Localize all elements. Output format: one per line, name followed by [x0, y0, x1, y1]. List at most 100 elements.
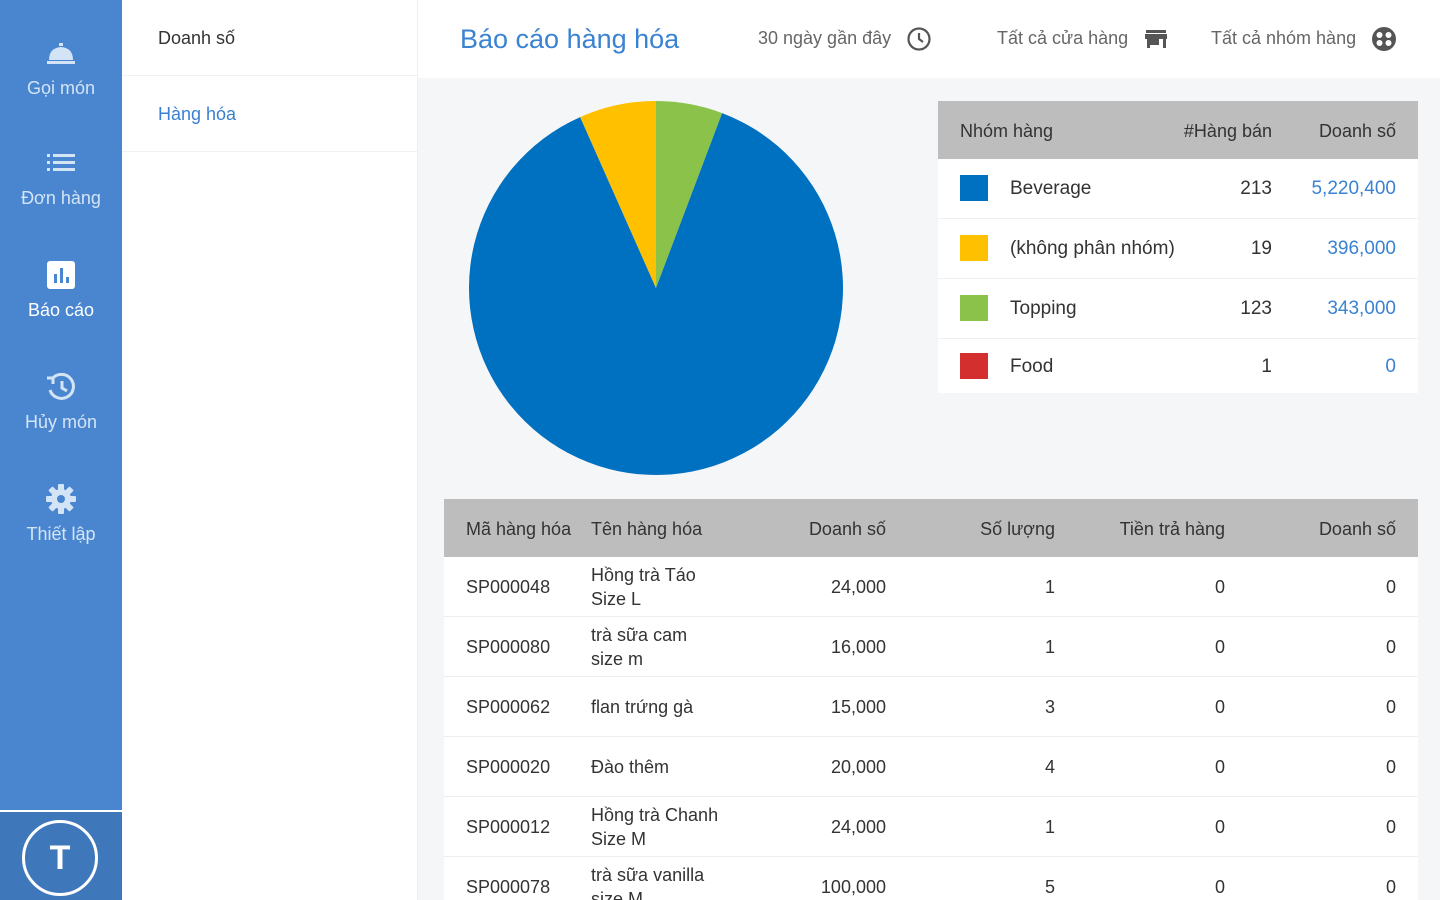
table-row[interactable]: SP000062 flan trứng gà 15,000 3 0 0	[444, 677, 1418, 737]
category-summary-table: Nhóm hàng #Hàng bán Doanh số Beverage 21…	[938, 101, 1418, 393]
group-qty: 1	[1261, 356, 1272, 377]
product-name-line: Đào thêm	[591, 757, 670, 777]
product-name: Hồng trà Chanh Size M	[591, 803, 751, 851]
group-revenue-link[interactable]: 0	[1385, 356, 1396, 377]
filter-label: Tất cả nhóm hàng	[1211, 27, 1357, 48]
table-row[interactable]: SP000012 Hồng trà Chanh Size M 24,000 1 …	[444, 797, 1418, 857]
nav-label: Báo cáo	[27, 300, 95, 320]
product-name-line: Hồng trà Táo	[591, 565, 696, 585]
table-row[interactable]: SP000080 trà sữa cam size m 16,000 1 0 0	[444, 617, 1418, 677]
page-title: Báo cáo hàng hóa	[460, 24, 680, 54]
table-row[interactable]: SP000078 trà sữa vanilla size M 100,000 …	[444, 857, 1418, 900]
product-revenue: 0	[1385, 817, 1396, 837]
bell-icon	[47, 43, 75, 64]
group-qty: 123	[1240, 298, 1272, 319]
category-filter[interactable]: Tất cả nhóm hàng	[1211, 26, 1397, 52]
group-name: Topping	[1010, 298, 1077, 319]
table-row[interactable]: SP000020 Đào thêm 20,000 4 0 0	[444, 737, 1418, 797]
summary-row-food: Food 1 0	[938, 339, 1418, 393]
store-icon	[1145, 30, 1168, 48]
product-code: SP000012	[466, 817, 551, 837]
store-filter[interactable]: Tất cả cửa hàng	[997, 26, 1169, 52]
nav-item-thiet-lap[interactable]: Thiết lập	[0, 482, 122, 582]
list-icon	[47, 154, 75, 171]
product-qty: 5	[1044, 877, 1055, 897]
product-returns: 0	[1214, 817, 1225, 837]
product-revenue: 0	[1385, 697, 1396, 717]
summary-row-ungrouped: (không phân nhóm) 19 396,000	[938, 219, 1418, 279]
date-range-filter[interactable]: 30 ngày gần đây	[758, 26, 932, 52]
nav-item-bao-cao[interactable]: Báo cáo	[0, 258, 122, 358]
product-sales: 16,000	[830, 637, 886, 657]
nav-item-don-hang[interactable]: Đơn hàng	[0, 146, 122, 246]
group-qty: 213	[1240, 178, 1272, 199]
legend-swatch	[960, 353, 988, 379]
product-name: Đào thêm	[591, 755, 751, 779]
nav-item-huy-mon[interactable]: Hủy món	[0, 370, 122, 470]
group-name: Beverage	[1010, 178, 1092, 199]
table-header: Mã hàng hóa Tên hàng hóa Doanh số Số lượ…	[444, 499, 1418, 557]
product-returns: 0	[1214, 757, 1225, 777]
col-header-revenue: Doanh số	[1318, 519, 1396, 539]
product-name-line: Hồng trà Chanh	[591, 805, 719, 825]
product-name: trà sữa vanilla size M	[591, 863, 751, 900]
product-sales: 20,000	[830, 757, 886, 777]
group-revenue-link[interactable]: 5,220,400	[1311, 178, 1396, 199]
main-nav: Gọi món Đơn hàng Báo cáo Hủy món	[0, 0, 122, 900]
chart-icon	[47, 261, 75, 289]
product-name-line: trà sữa vanilla	[591, 865, 705, 885]
summary-row-beverage: Beverage 213 5,220,400	[938, 159, 1418, 219]
product-sales: 24,000	[830, 817, 886, 837]
gear-icon	[46, 484, 76, 514]
col-header-returns: Tiền trả hàng	[1119, 519, 1225, 539]
nav-label: Thiết lập	[26, 524, 96, 544]
product-revenue: 0	[1385, 877, 1396, 897]
nav-user-area: T	[0, 810, 122, 900]
product-qty: 1	[1044, 817, 1055, 837]
report-header: Báo cáo hàng hóa 30 ngày gần đây Tất cả …	[418, 0, 1440, 78]
product-revenue: 0	[1385, 577, 1396, 597]
product-name-line: size M	[591, 889, 644, 900]
nav-label: Gọi món	[26, 78, 96, 98]
filter-label: Tất cả cửa hàng	[997, 27, 1129, 48]
nav-label: Đơn hàng	[21, 188, 101, 208]
product-name-line: Size M	[591, 829, 647, 849]
col-header-sales: Doanh số	[808, 519, 886, 539]
summary-row-topping: Topping 123 343,000	[938, 279, 1418, 339]
col-header-group: Nhóm hàng	[960, 121, 1054, 141]
group-revenue-link[interactable]: 396,000	[1327, 238, 1396, 259]
submenu-item-hang-hoa[interactable]: Hàng hóa	[122, 76, 417, 152]
product-name-line: flan trứng gà	[591, 697, 694, 717]
nav-item-goi-mon[interactable]: Gọi món	[0, 36, 122, 136]
product-returns: 0	[1214, 577, 1225, 597]
product-revenue: 0	[1385, 757, 1396, 777]
group-revenue-link[interactable]: 343,000	[1327, 298, 1396, 319]
avatar[interactable]: T	[22, 820, 98, 896]
group-name: Food	[1010, 356, 1054, 377]
product-sales: 24,000	[830, 577, 886, 597]
product-name: Hồng trà Táo Size L	[591, 563, 751, 611]
product-qty: 1	[1044, 637, 1055, 657]
col-header-name: Tên hàng hóa	[591, 519, 703, 539]
product-code: SP000080	[466, 637, 551, 657]
col-header-revenue: Doanh số	[1318, 121, 1396, 141]
product-sales: 100,000	[820, 877, 886, 897]
filter-label: 30 ngày gần đây	[758, 27, 892, 48]
nav-label: Hủy món	[24, 412, 98, 432]
product-detail-table: Mã hàng hóa Tên hàng hóa Doanh số Số lượ…	[444, 499, 1418, 900]
product-code: SP000020	[466, 757, 551, 777]
product-code: SP000048	[466, 577, 551, 597]
product-returns: 0	[1214, 637, 1225, 657]
pie-slice-topping	[656, 101, 723, 288]
group-name: (không phân nhóm)	[1010, 238, 1175, 259]
category-icon	[1372, 27, 1397, 51]
pie-slice-khngphnnhm	[580, 101, 656, 288]
submenu-item-doanh-so[interactable]: Doanh số	[122, 0, 417, 76]
product-qty: 4	[1044, 757, 1055, 777]
pie-chart	[466, 98, 846, 478]
product-returns: 0	[1214, 697, 1225, 717]
product-name: flan trứng gà	[591, 695, 751, 719]
product-name-line: Size L	[591, 589, 642, 609]
group-qty: 19	[1250, 238, 1272, 259]
table-row[interactable]: SP000048 Hồng trà Táo Size L 24,000 1 0 …	[444, 557, 1418, 617]
